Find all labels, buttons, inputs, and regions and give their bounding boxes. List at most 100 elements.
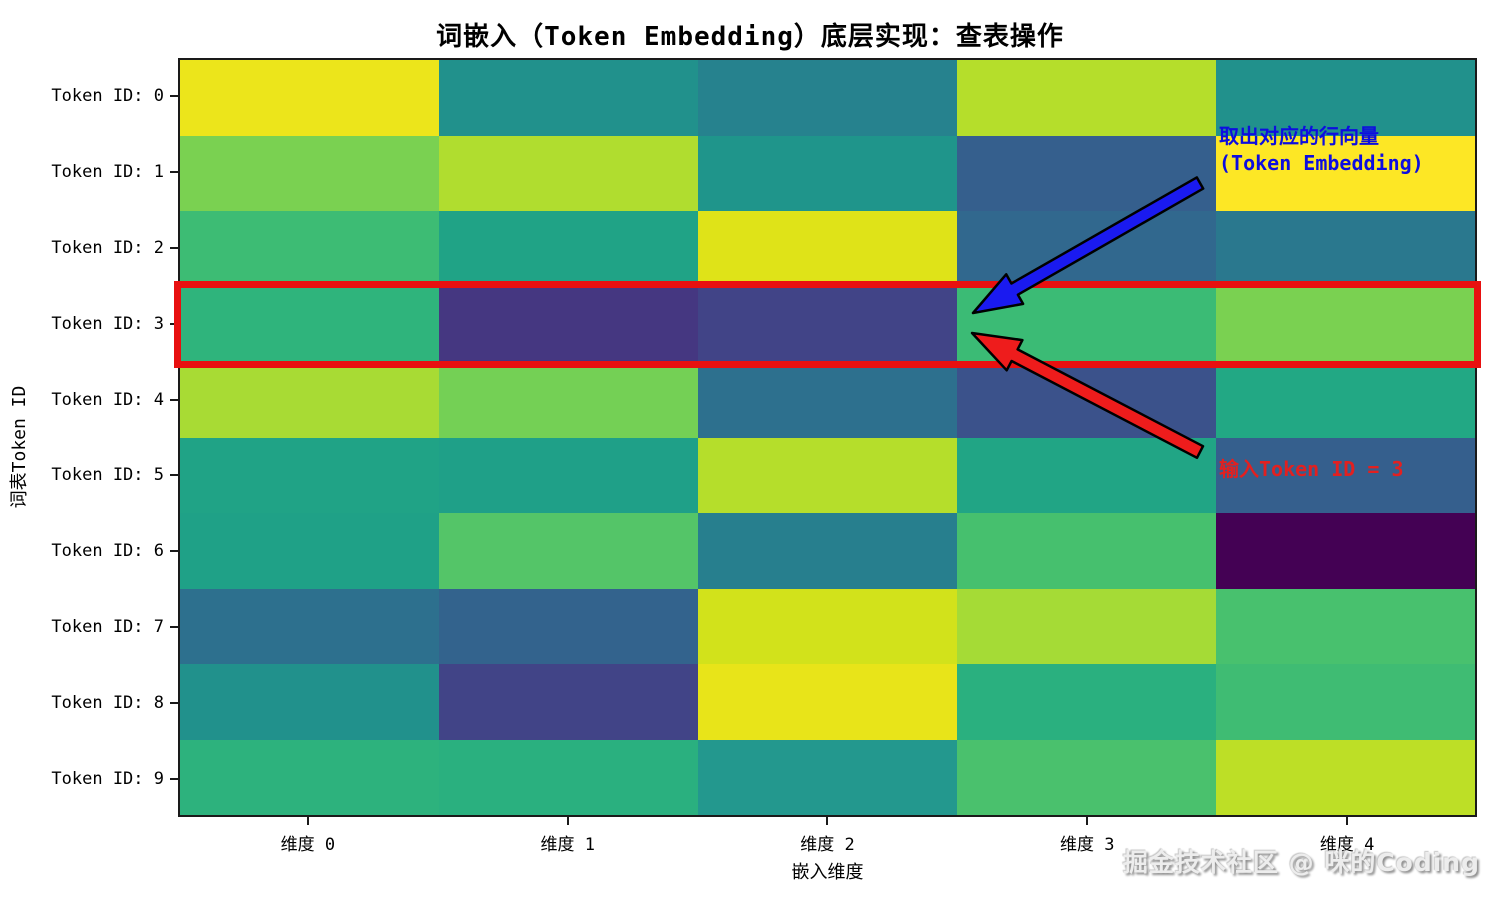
heatmap-cell-r9-c1 (439, 739, 698, 815)
highlight-rect (174, 281, 1481, 368)
y-tick-7: Token ID: 7 (0, 589, 178, 665)
heatmap-cell-r1-c2 (698, 135, 957, 211)
y-tick-mark-4 (170, 398, 178, 401)
heatmap-cell-r6-c3 (957, 513, 1216, 589)
heatmap-cell-r6-c1 (439, 513, 698, 589)
x-tick-mark-0 (306, 817, 309, 825)
y-tick-5: Token ID: 5 (0, 438, 178, 514)
x-tick-label-3: 维度 3 (1060, 835, 1115, 855)
heatmap-cell-r6-c4 (1216, 513, 1475, 589)
heatmap-cell-r0-c2 (698, 60, 957, 136)
heatmap-cell-r4-c1 (439, 362, 698, 438)
y-tick-label-3: Token ID: 3 (51, 313, 164, 334)
y-tick-mark-2 (170, 246, 178, 249)
y-tick-label-6: Token ID: 6 (51, 541, 164, 562)
x-tick-mark-3 (1086, 817, 1089, 825)
heatmap-cell-r7-c1 (439, 588, 698, 664)
y-tick-2: Token ID: 2 (0, 210, 178, 286)
heatmap-grid (178, 58, 1477, 817)
heatmap-cell-r7-c2 (698, 588, 957, 664)
y-tick-1: Token ID: 1 (0, 134, 178, 210)
heatmap-cell-r7-c3 (957, 588, 1216, 664)
y-tick-9: Token ID: 9 (0, 741, 178, 817)
heatmap-cell-r5-c2 (698, 437, 957, 513)
annotation-row-vector: 取出对应的行向量 (Token Embedding) (1219, 123, 1424, 177)
y-tick-mark-0 (170, 94, 178, 97)
annotation-row-vector-line2: (Token Embedding) (1219, 151, 1424, 175)
y-tick-mark-6 (170, 550, 178, 553)
heatmap-cell-r1-c3 (957, 135, 1216, 211)
y-tick-label-1: Token ID: 1 (51, 161, 164, 182)
heatmap-cell-r2-c4 (1216, 211, 1475, 287)
x-tick-3: 维度 3 (957, 817, 1217, 859)
x-tick-1: 维度 1 (438, 817, 698, 859)
heatmap-cell-r0-c0 (180, 60, 439, 136)
heatmap-cell-r2-c2 (698, 211, 957, 287)
x-tick-mark-1 (566, 817, 569, 825)
heatmap-cell-r8-c0 (180, 664, 439, 740)
x-tick-label-1: 维度 1 (540, 835, 595, 855)
heatmap-cell-r1-c4 (1216, 135, 1475, 211)
x-tick-label-4: 维度 4 (1319, 835, 1375, 855)
y-tick-mark-8 (170, 702, 178, 705)
heatmap-cell-r8-c1 (439, 664, 698, 740)
y-tick-label-0: Token ID: 0 (51, 85, 164, 106)
y-tick-mark-5 (170, 474, 178, 477)
x-axis-ticks: 维度 0 维度 1 维度 2 维度 3 维度 4 (178, 817, 1477, 859)
y-tick-8: Token ID: 8 (0, 665, 178, 741)
heatmap-cell-r2-c3 (957, 211, 1216, 287)
heatmap-cell-r4-c4 (1216, 362, 1475, 438)
heatmap-cell-r2-c0 (180, 211, 439, 287)
y-tick-label-4: Token ID: 4 (51, 389, 164, 410)
annotation-input-token: 输入Token ID = 3 (1219, 457, 1404, 481)
x-tick-label-2: 维度 2 (800, 835, 855, 855)
y-tick-mark-7 (170, 626, 178, 629)
y-tick-0: Token ID: 0 (0, 58, 178, 134)
heatmap-cell-r7-c0 (180, 588, 439, 664)
heatmap-cell-r8-c4 (1216, 664, 1475, 740)
y-axis-ticks: Token ID: 0 Token ID: 1 Token ID: 2 Token I… (0, 58, 178, 817)
y-tick-label-8: Token ID: 8 (51, 693, 164, 714)
heatmap-cell-r6-c2 (698, 513, 957, 589)
heatmap-cell-r5-c0 (180, 437, 439, 513)
heatmap-cell-r0-c4 (1216, 60, 1475, 136)
y-tick-label-2: Token ID: 2 (51, 237, 164, 258)
heatmap-cell-r4-c2 (698, 362, 957, 438)
x-tick-mark-4 (1346, 817, 1349, 825)
y-tick-label-9: Token ID: 9 (51, 769, 164, 790)
heatmap-cell-r0-c1 (439, 60, 698, 136)
y-tick-6: Token ID: 6 (0, 513, 178, 589)
x-tick-4: 维度 4 (1217, 817, 1477, 859)
x-tick-2: 维度 2 (698, 817, 958, 859)
heatmap-cell-r7-c4 (1216, 588, 1475, 664)
heatmap-cell-r5-c3 (957, 437, 1216, 513)
heatmap-cell-r8-c2 (698, 664, 957, 740)
heatmap-cell-r8-c3 (957, 664, 1216, 740)
heatmap-cell-r3-c2 (698, 286, 957, 362)
watermark: 掘金技术社区 @ 咪的Coding (1122, 848, 1480, 877)
heatmap-cell-r3-c0 (180, 286, 439, 362)
heatmap-cell-r9-c4 (1216, 739, 1475, 815)
y-tick-4: Token ID: 4 (0, 362, 178, 438)
heatmap-cell-r9-c2 (698, 739, 957, 815)
annotation-row-vector-line1: 取出对应的行向量 (1219, 124, 1379, 148)
heatmap-cell-r3-c4 (1216, 286, 1475, 362)
y-tick-label-5: Token ID: 5 (51, 465, 164, 486)
heatmap-cell-r5-c4 (1216, 437, 1475, 513)
heatmap-cell-r4-c0 (180, 362, 439, 438)
heatmap-cell-r0-c3 (957, 60, 1216, 136)
x-axis-label: 嵌入维度 (791, 862, 864, 883)
y-tick-label-7: Token ID: 7 (51, 617, 164, 638)
heatmap-cell-r4-c3 (957, 362, 1216, 438)
heatmap-cell-r3-c1 (439, 286, 698, 362)
heatmap-cell-r9-c0 (180, 739, 439, 815)
y-tick-3: Token ID: 3 (0, 286, 178, 362)
heatmap-cell-r9-c3 (957, 739, 1216, 815)
y-tick-mark-1 (170, 170, 178, 173)
x-tick-0: 维度 0 (178, 817, 438, 859)
heatmap-cell-r2-c1 (439, 211, 698, 287)
heatmap-cell-r1-c1 (439, 135, 698, 211)
heatmap-cell-r6-c0 (180, 513, 439, 589)
heatmap-cell-r5-c1 (439, 437, 698, 513)
